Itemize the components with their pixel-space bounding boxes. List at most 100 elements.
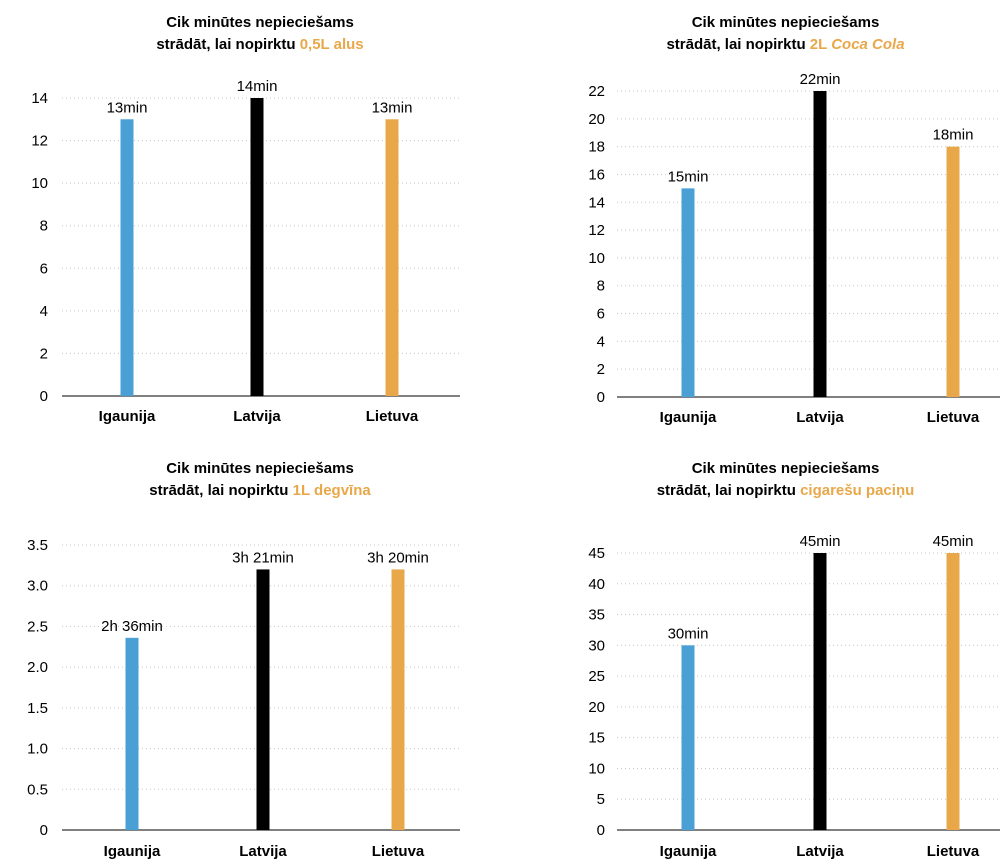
bar-igaunija — [681, 188, 695, 397]
bar-lietuva — [946, 553, 960, 830]
chart-title-plain: strādāt, lai nopirktu — [656, 482, 801, 499]
y-tick-label: 2.5 — [27, 618, 48, 635]
category-label: Latvija — [233, 408, 281, 425]
y-tick-label: 3.5 — [27, 537, 48, 554]
y-tick-label: 8 — [597, 278, 605, 295]
category-label: Igaunija — [660, 409, 717, 426]
chart-title-line2: strādāt, lai nopirktu cigarešu paciņu — [570, 480, 1001, 502]
chart-title-highlight: cigarešu paciņu — [800, 482, 915, 499]
chart-title-line2: strādāt, lai nopirktu 2L Coca Cola — [570, 34, 1001, 56]
category-label: Igaunija — [99, 408, 156, 425]
y-tick-label: 14 — [31, 90, 48, 107]
data-label: 45min — [800, 533, 841, 550]
category-label: Latvija — [239, 843, 287, 860]
bar-latvija — [813, 553, 827, 830]
chart-title-line2: strādāt, lai nopirktu 0,5L alus — [60, 34, 460, 56]
chart-title-highlight: 1L degvīna — [292, 482, 371, 499]
y-tick-label: 15 — [588, 730, 605, 747]
y-tick-label: 10 — [588, 250, 605, 267]
category-label: Latvija — [796, 409, 844, 426]
bar-chart-cola: 0 2 4 6 8 10 12 14 16 18 20 22 15min Igaunija 22min Lat… — [588, 71, 1000, 426]
data-label: 2h 36min — [101, 618, 163, 635]
category-label: Igaunija — [104, 843, 161, 860]
y-tick-label: 3.0 — [27, 578, 48, 595]
chart-title-plain: strādāt, lai nopirktu — [149, 482, 293, 499]
y-tick-label: 16 — [588, 166, 605, 183]
y-tick-label: 20 — [588, 699, 605, 716]
y-tick-label: 2 — [597, 361, 605, 378]
y-tick-label: 30 — [588, 637, 605, 654]
bar-latvija — [256, 569, 270, 830]
chart-title-line1: Cik minūtes nepieciešams — [691, 460, 880, 477]
category-label: Igaunija — [660, 843, 717, 860]
bar-lietuva — [946, 146, 960, 397]
y-tick-label: 1.5 — [27, 700, 48, 717]
chart-title-plain: strādāt, lai nopirktu — [666, 36, 810, 53]
bar-chart-cigarettes: 0 5 10 15 20 25 30 35 40 45 30min Igaunija 45min Latv… — [588, 533, 1000, 860]
y-tick-label: 22 — [588, 83, 605, 100]
bar-lietuva — [385, 119, 399, 397]
y-tick-label: 0 — [597, 389, 605, 406]
y-tick-label: 25 — [588, 668, 605, 685]
chart-title: Cik minūtes nepieciešams strādāt, lai no… — [60, 458, 460, 502]
category-label: Lietuva — [927, 843, 980, 860]
y-tick-label: 1.0 — [27, 741, 48, 758]
chart-title-line1: Cik minūtes nepieciešams — [166, 460, 354, 477]
y-tick-label: 4 — [40, 303, 48, 320]
y-tick-label: 12 — [588, 222, 605, 239]
data-label: 13min — [372, 99, 413, 116]
y-tick-label: 5 — [597, 791, 605, 808]
bar-latvija — [250, 98, 264, 396]
chart-title-line1: Cik minūtes nepieciešams — [166, 14, 354, 31]
bar-chart-beer: 0 2 4 6 8 10 12 14 13min Igaunija 14min Latvija 13mi… — [31, 78, 460, 425]
bar-chart-vodka: 0 0.5 1.0 1.5 2.0 2.5 3.0 3.5 2h 36min Igaunija 3h… — [27, 537, 460, 860]
data-label: 14min — [237, 78, 278, 95]
y-tick-label: 10 — [31, 175, 48, 192]
chart-title: Cik minūtes nepieciešams strādāt, lai no… — [570, 12, 1001, 56]
data-label: 15min — [668, 168, 709, 185]
category-label: Lietuva — [366, 408, 419, 425]
y-tick-label: 40 — [588, 576, 605, 593]
y-tick-label: 35 — [588, 607, 605, 624]
chart-panel-beer: Cik minūtes nepieciešams strādāt, lai no… — [0, 0, 470, 425]
data-label: 18min — [933, 127, 974, 144]
bar-latvija — [813, 91, 827, 397]
chart-title-highlight-italic: Coca Cola — [831, 36, 905, 53]
y-tick-label: 45 — [588, 545, 605, 562]
y-tick-label: 6 — [40, 260, 48, 277]
category-label: Lietuva — [372, 843, 425, 860]
data-label: 22min — [800, 71, 841, 88]
category-label: Latvija — [796, 843, 844, 860]
chart-title: Cik minūtes nepieciešams strādāt, lai no… — [570, 458, 1001, 502]
bar-lietuva — [391, 569, 405, 830]
bar-igaunija — [681, 645, 695, 830]
category-label: Lietuva — [927, 409, 980, 426]
data-label: 3h 21min — [232, 549, 294, 566]
chart-panel-vodka: Cik minūtes nepieciešams strādāt, lai no… — [0, 446, 470, 866]
y-tick-label: 0 — [597, 822, 605, 839]
y-tick-label: 0 — [40, 388, 48, 405]
y-tick-label: 10 — [588, 760, 605, 777]
chart-panel-cigarettes: Cik minūtes nepieciešams strādāt, lai no… — [520, 446, 1001, 866]
y-tick-label: 0 — [40, 822, 48, 839]
y-tick-label: 2 — [40, 345, 48, 362]
y-tick-label: 4 — [597, 333, 605, 350]
data-label: 13min — [107, 99, 148, 116]
y-tick-label: 20 — [588, 111, 605, 128]
chart-panel-cola: Cik minūtes nepieciešams strādāt, lai no… — [520, 0, 1001, 426]
data-label: 30min — [668, 625, 709, 642]
chart-title-highlight: 2L — [809, 36, 828, 53]
y-tick-label: 8 — [40, 218, 48, 235]
data-label: 45min — [933, 533, 974, 550]
y-tick-label: 18 — [588, 139, 605, 156]
bar-igaunija — [120, 119, 134, 397]
y-tick-label: 0.5 — [27, 781, 48, 798]
bar-igaunija — [125, 637, 139, 830]
chart-title-plain: strādāt, lai nopirktu — [156, 36, 300, 53]
chart-title-highlight: 0,5L alus — [299, 36, 364, 53]
y-tick-label: 14 — [588, 194, 605, 211]
y-tick-label: 2.0 — [27, 659, 48, 676]
chart-title-line1: Cik minūtes nepieciešams — [691, 14, 880, 31]
chart-title-line2: strādāt, lai nopirktu 1L degvīna — [60, 480, 460, 502]
y-tick-label: 6 — [597, 306, 605, 323]
